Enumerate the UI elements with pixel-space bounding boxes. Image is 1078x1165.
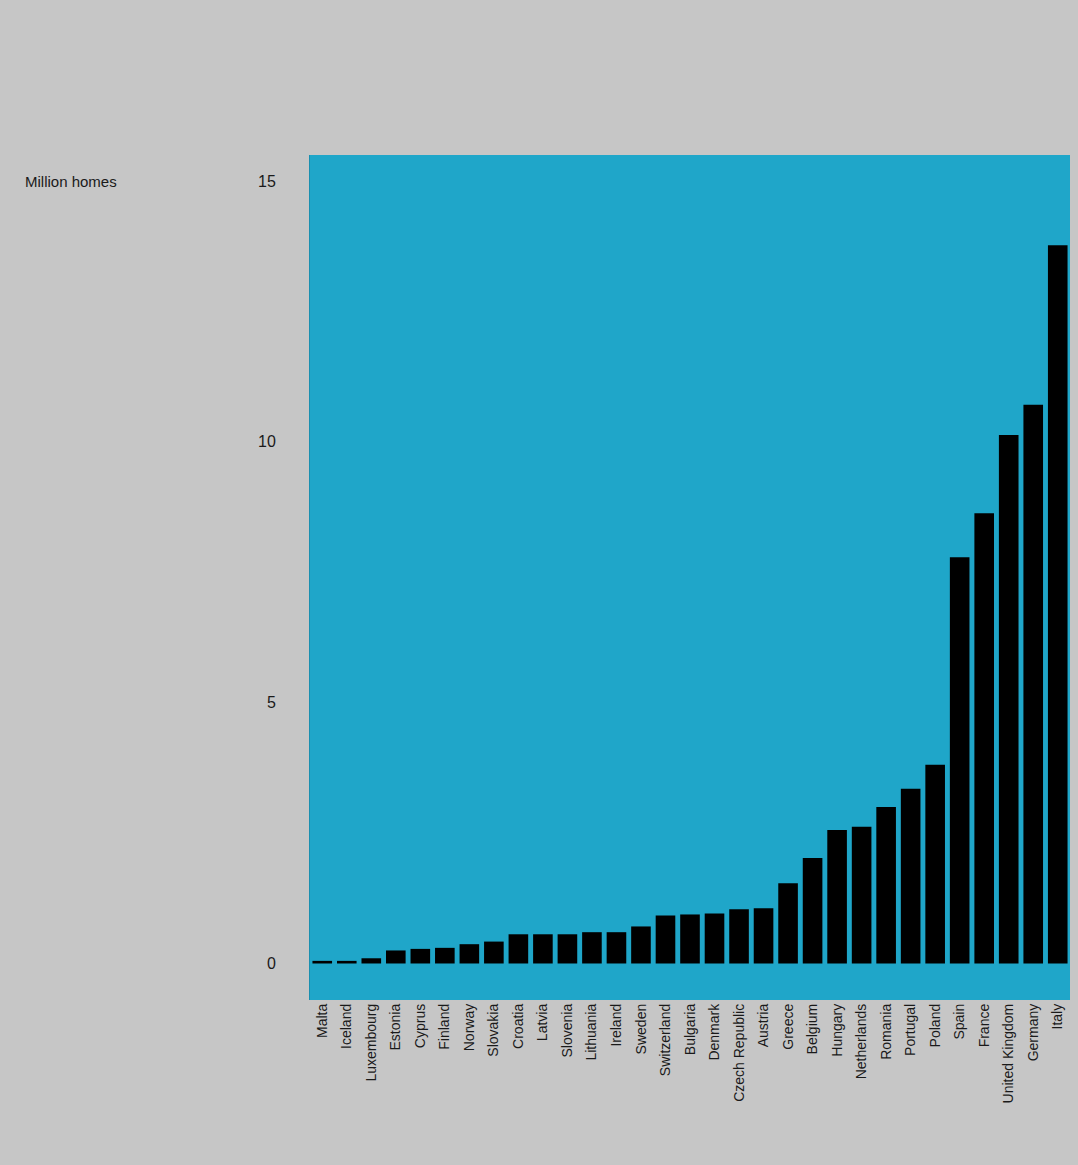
svg-text:0: 0 xyxy=(267,955,276,972)
svg-text:Austria: Austria xyxy=(755,1004,771,1048)
svg-text:United Kingdom: United Kingdom xyxy=(1000,1004,1016,1104)
svg-text:Germany: Germany xyxy=(1025,1004,1041,1062)
svg-text:Million homes: Million homes xyxy=(25,173,117,190)
svg-text:10: 10 xyxy=(258,433,276,450)
svg-text:Greece: Greece xyxy=(780,1004,796,1050)
svg-text:Luxembourg: Luxembourg xyxy=(363,1004,379,1082)
svg-text:Czech Republic: Czech Republic xyxy=(731,1004,747,1102)
svg-text:5: 5 xyxy=(267,694,276,711)
svg-text:Croatia: Croatia xyxy=(510,1004,526,1049)
svg-text:Bulgaria: Bulgaria xyxy=(682,1004,698,1056)
svg-text:Norway: Norway xyxy=(461,1004,477,1051)
svg-text:Slovakia: Slovakia xyxy=(485,1004,501,1057)
svg-text:Cyprus: Cyprus xyxy=(412,1004,428,1048)
svg-text:Romania: Romania xyxy=(878,1004,894,1060)
svg-text:Netherlands: Netherlands xyxy=(853,1004,869,1079)
svg-text:Iceland: Iceland xyxy=(338,1004,354,1049)
svg-text:Lithuania: Lithuania xyxy=(583,1004,599,1061)
svg-text:Belgium: Belgium xyxy=(804,1004,820,1055)
svg-text:France: France xyxy=(976,1004,992,1048)
svg-text:Estonia: Estonia xyxy=(387,1004,403,1051)
svg-text:Denmark: Denmark xyxy=(706,1003,722,1061)
svg-text:Spain: Spain xyxy=(951,1004,967,1040)
svg-text:Malta: Malta xyxy=(314,1004,330,1038)
svg-text:Hungary: Hungary xyxy=(829,1004,845,1057)
svg-text:15: 15 xyxy=(258,173,276,190)
svg-text:Italy: Italy xyxy=(1049,1004,1065,1030)
svg-text:Slovenia: Slovenia xyxy=(559,1004,575,1058)
svg-text:Ireland: Ireland xyxy=(608,1004,624,1047)
svg-text:Portugal: Portugal xyxy=(902,1004,918,1056)
svg-text:Switzerland: Switzerland xyxy=(657,1004,673,1076)
svg-text:Latvia: Latvia xyxy=(534,1004,550,1042)
svg-text:Finland: Finland xyxy=(436,1004,452,1050)
svg-text:Sweden: Sweden xyxy=(633,1004,649,1055)
svg-text:Poland: Poland xyxy=(927,1004,943,1048)
